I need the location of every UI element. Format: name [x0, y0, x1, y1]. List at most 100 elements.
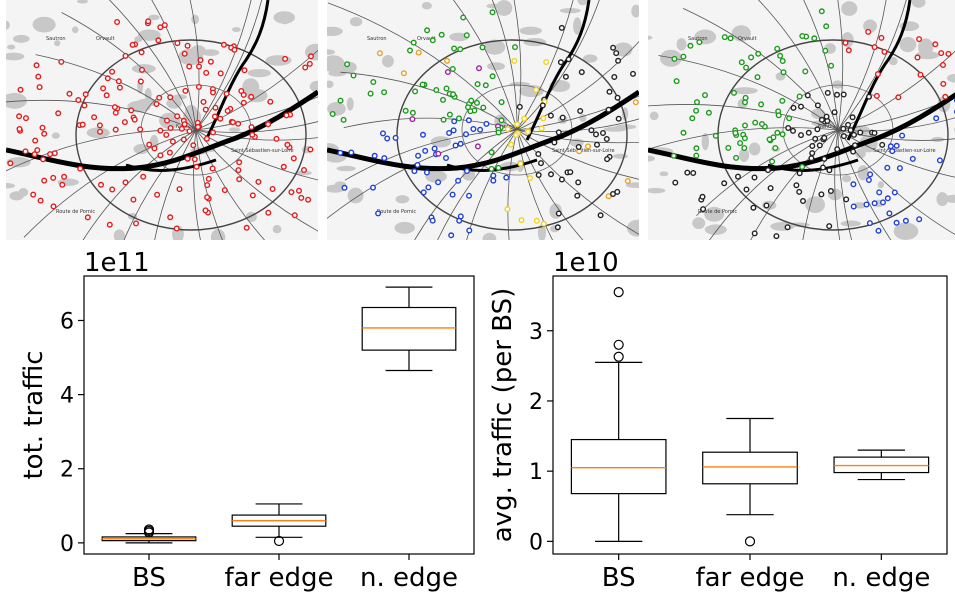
base-station-marker: [725, 144, 732, 151]
y-axis-label: avg. traffic (per BS): [488, 288, 518, 543]
base-station-marker: [843, 196, 850, 203]
base-station-marker: [34, 147, 41, 154]
urban-area: [911, 0, 926, 8]
urban-area: [54, 40, 61, 47]
box-iqr: [833, 456, 930, 474]
urban-area: [247, 68, 271, 78]
base-station-marker: [167, 94, 174, 101]
base-station-marker: [779, 131, 786, 138]
base-station-marker: [632, 99, 639, 106]
road: [414, 129, 518, 240]
base-station-marker: [507, 141, 514, 148]
base-station-marker: [875, 227, 882, 234]
base-station-marker: [503, 174, 510, 181]
base-station-marker: [255, 178, 262, 185]
base-station-marker: [780, 69, 787, 76]
urban-area: [841, 1, 858, 16]
road: [516, 118, 639, 132]
base-station-marker: [111, 104, 118, 111]
base-station-marker: [180, 136, 187, 143]
urban-area: [519, 26, 542, 35]
base-station-marker: [672, 179, 679, 186]
base-station-marker: [895, 94, 902, 101]
road: [195, 129, 318, 232]
base-station-marker: [475, 65, 482, 72]
base-station-marker: [249, 131, 256, 138]
x-tick-label: n. edge: [832, 563, 930, 593]
box-iqr: [361, 306, 457, 351]
base-station-marker: [578, 69, 585, 76]
urban-area: [648, 155, 656, 162]
base-station-marker: [511, 57, 518, 64]
base-station-marker: [850, 131, 857, 138]
base-station-marker: [480, 104, 487, 111]
base-station-marker: [457, 140, 464, 147]
base-station-marker: [754, 74, 761, 81]
base-station-marker: [465, 117, 472, 124]
base-station-marker: [240, 99, 247, 106]
base-station-marker: [371, 152, 378, 159]
river-loire: [6, 89, 318, 172]
base-station-marker: [236, 176, 243, 183]
urban-area: [495, 0, 513, 16]
base-station-marker: [129, 41, 136, 48]
base-station-marker: [425, 184, 432, 191]
road: [437, 129, 518, 240]
base-station-marker: [435, 179, 442, 186]
place-label: Route de Pornic: [698, 209, 737, 215]
base-station-marker: [449, 191, 456, 198]
base-station-marker: [122, 52, 129, 59]
urban-area: [425, 170, 447, 183]
base-station-marker: [128, 107, 135, 114]
urban-area: [327, 184, 346, 193]
urban-area: [430, 136, 452, 148]
x-tick-label: n. edge: [360, 563, 458, 593]
urban-area: [582, 54, 598, 63]
base-station-marker: [867, 171, 874, 178]
base-station-marker: [777, 52, 784, 59]
map-background: [327, 0, 639, 240]
base-station-marker: [420, 189, 427, 196]
base-station-marker: [597, 212, 604, 219]
base-station-marker: [521, 115, 528, 122]
base-station-marker: [802, 68, 809, 75]
base-station-marker: [35, 73, 42, 80]
base-station-marker: [433, 86, 440, 93]
place-label: Saint-Sébastien-sur-Loire: [873, 147, 936, 154]
base-station-marker: [865, 93, 872, 100]
base-station-marker: [169, 138, 176, 145]
ring-road: [75, 39, 307, 231]
base-station-marker: [797, 132, 804, 139]
base-station-marker: [306, 60, 313, 67]
base-station-marker: [308, 53, 315, 60]
outlier-point: [744, 536, 756, 547]
urban-area: [805, 196, 826, 214]
base-station-marker: [288, 189, 295, 196]
base-station-marker: [174, 113, 181, 120]
base-station-marker: [606, 88, 613, 95]
road: [344, 129, 518, 181]
base-station-marker: [190, 142, 197, 149]
urban-area: [931, 136, 945, 143]
urban-area: [889, 57, 898, 66]
base-station-marker: [50, 174, 57, 181]
base-station-marker: [938, 50, 945, 57]
road: [648, 127, 839, 150]
box-n-edge: [361, 286, 457, 372]
base-station-marker: [41, 130, 48, 137]
base-station-marker: [693, 107, 700, 114]
base-station-marker: [238, 87, 245, 94]
base-station-marker: [793, 182, 800, 189]
base-station-marker: [41, 177, 48, 184]
base-station-marker: [884, 164, 891, 171]
base-station-marker: [775, 112, 782, 119]
y-tick-label: 0: [529, 530, 543, 555]
base-station-marker: [84, 214, 91, 221]
y-tick-label: 2: [60, 458, 74, 483]
urban-area: [915, 51, 940, 60]
base-station-marker: [156, 94, 163, 101]
base-station-marker: [457, 213, 464, 220]
base-station-marker: [97, 181, 104, 188]
base-station-marker: [766, 136, 773, 143]
river-erdre: [204, 0, 270, 141]
